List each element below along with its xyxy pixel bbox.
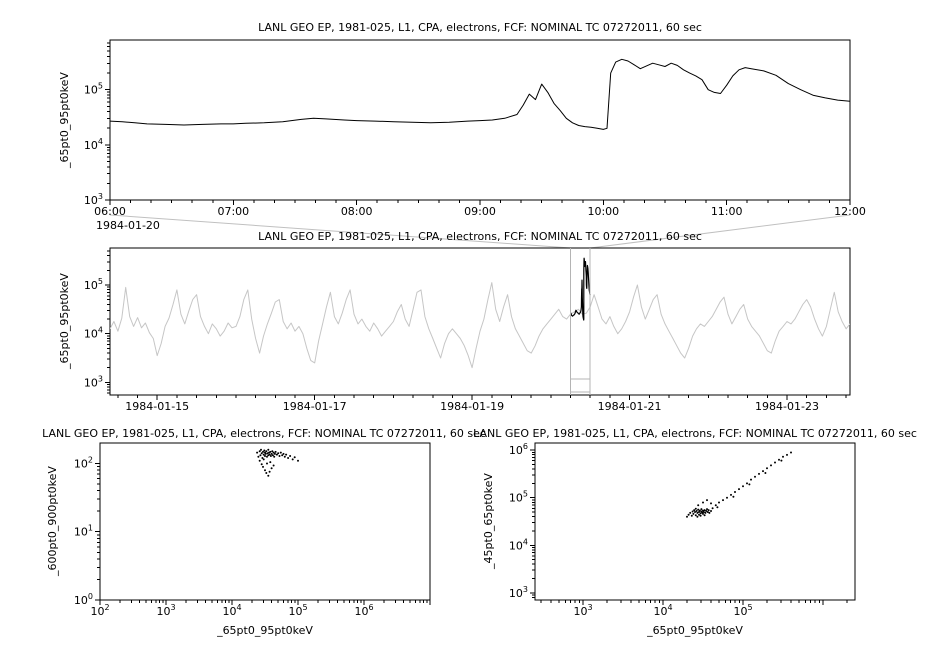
svg-text:106: 106 xyxy=(509,442,528,457)
panel-title: LANL GEO EP, 1981-025, L1, CPA, electron… xyxy=(473,427,917,440)
plot-area-zoom[interactable] xyxy=(110,40,850,200)
svg-text:12:00: 12:00 xyxy=(834,205,866,218)
svg-text:10:00: 10:00 xyxy=(587,205,619,218)
svg-text:103: 103 xyxy=(573,603,592,618)
svg-text:104: 104 xyxy=(84,326,103,341)
svg-text:1984-01-23: 1984-01-23 xyxy=(755,400,819,413)
svg-text:103: 103 xyxy=(156,603,175,618)
panel-scatter-600-900: LANL GEO EP, 1981-025, L1, CPA, electron… xyxy=(42,427,486,637)
zoom-connector-left xyxy=(109,214,571,249)
svg-text:09:00: 09:00 xyxy=(464,205,496,218)
y-axis-label: _65pt0_95pt0keV xyxy=(58,72,71,169)
x-axis-label: _65pt0_95pt0keV xyxy=(216,624,313,637)
panel-title: LANL GEO EP, 1981-025, L1, CPA, electron… xyxy=(258,21,702,34)
svg-text:105: 105 xyxy=(288,603,307,618)
plot-area-scatter-45-65[interactable] xyxy=(535,443,855,600)
svg-text:1984-01-17: 1984-01-17 xyxy=(283,400,347,413)
plot-frame xyxy=(99,442,431,601)
panel-context-timeseries: LANL GEO EP, 1981-025, L1, CPA, electron… xyxy=(58,230,851,413)
timeseries-line xyxy=(110,58,850,130)
svg-text:1984-01-15: 1984-01-15 xyxy=(125,400,189,413)
svg-text:08:00: 08:00 xyxy=(341,205,373,218)
selection-drag-handle[interactable] xyxy=(570,378,591,393)
zoom-context-connector xyxy=(109,214,851,249)
svg-text:11:00: 11:00 xyxy=(711,205,743,218)
svg-text:07:00: 07:00 xyxy=(217,205,249,218)
svg-text:104: 104 xyxy=(509,537,528,552)
plot-frame xyxy=(534,442,856,601)
svg-text:105: 105 xyxy=(733,603,752,618)
y-axis-label: _65pt0_95pt0keV xyxy=(58,273,71,370)
panel-zoom-timeseries: LANL GEO EP, 1981-025, L1, CPA, electron… xyxy=(58,21,866,232)
plot-area-context[interactable] xyxy=(110,248,850,395)
zoom-connector-right xyxy=(590,214,851,249)
svg-text:06:00: 06:00 xyxy=(94,205,126,218)
svg-text:104: 104 xyxy=(84,137,103,152)
svg-text:106: 106 xyxy=(354,603,373,618)
svg-text:101: 101 xyxy=(74,524,93,539)
panel-title: LANL GEO EP, 1981-025, L1, CPA, electron… xyxy=(258,230,702,243)
svg-text:102: 102 xyxy=(74,455,93,470)
axes: 103 104 105 1984-01-15 1984-01-17 1984-01-19 1… xyxy=(84,247,851,413)
scatter-points xyxy=(256,448,299,477)
panel-scatter-45-65: LANL GEO EP, 1981-025, L1, CPA, electron… xyxy=(473,427,917,637)
svg-text:1984-01-21: 1984-01-21 xyxy=(598,400,662,413)
scatter-points xyxy=(686,451,792,518)
y-axis-label: _45pt0_65pt0keV xyxy=(482,473,495,570)
plot-frame xyxy=(109,247,851,396)
svg-text:1984-01-19: 1984-01-19 xyxy=(440,400,504,413)
svg-text:105: 105 xyxy=(84,277,103,292)
x-axis-date-label: 1984-01-20 xyxy=(96,219,160,232)
svg-text:105: 105 xyxy=(509,490,528,505)
context-highlight-line xyxy=(570,257,591,321)
context-selection[interactable] xyxy=(570,248,591,395)
x-axis-label: _65pt0_95pt0keV xyxy=(646,624,743,637)
svg-text:105: 105 xyxy=(84,82,103,97)
context-line xyxy=(110,282,850,369)
y-axis-label: _600pt0_900pt0keV xyxy=(46,466,59,577)
panel-title: LANL GEO EP, 1981-025, L1, CPA, electron… xyxy=(42,427,486,440)
svg-text:103: 103 xyxy=(84,374,103,389)
plot-area-scatter-600-900[interactable] xyxy=(100,443,430,600)
svg-text:104: 104 xyxy=(222,603,241,618)
svg-text:104: 104 xyxy=(653,603,672,618)
svg-text:102: 102 xyxy=(90,603,109,618)
svg-text:103: 103 xyxy=(509,585,528,600)
